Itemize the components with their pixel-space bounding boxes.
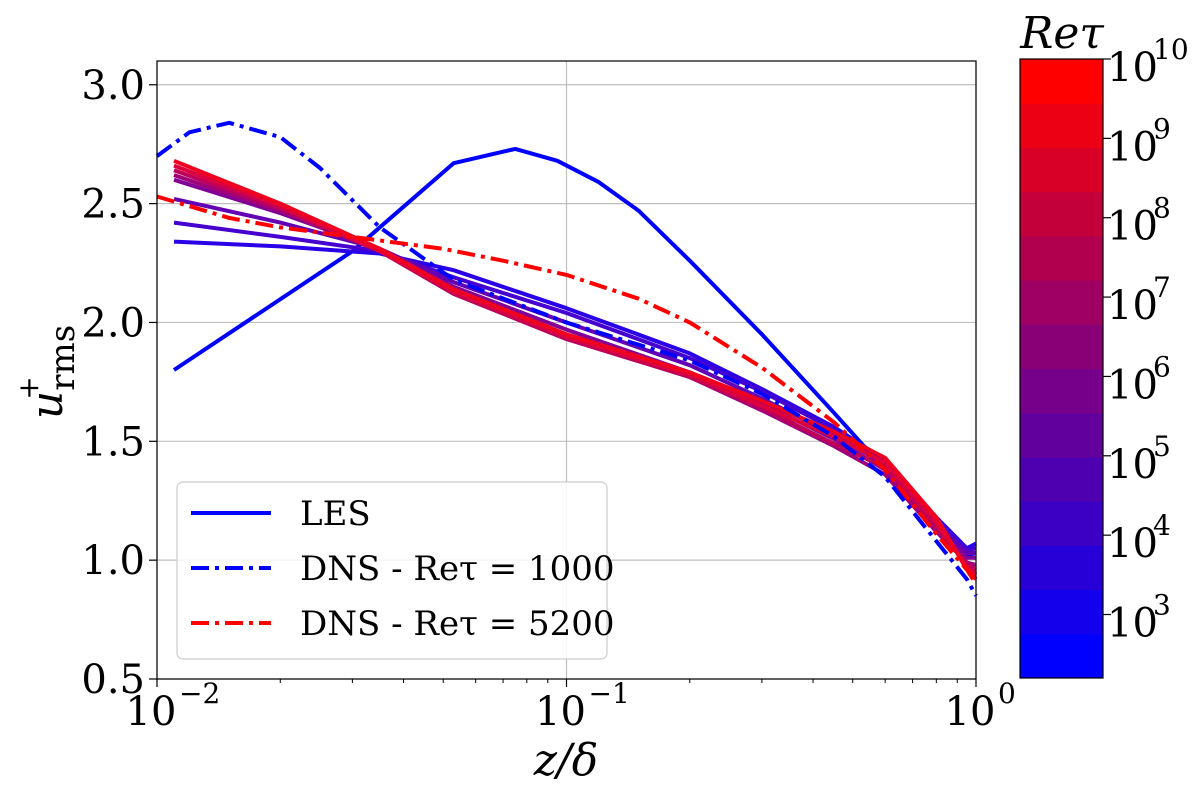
colorbar-tick-label: 103 bbox=[1107, 589, 1171, 647]
x-axis-label: z/δ bbox=[533, 735, 599, 786]
colorbar-tick-exp: 8 bbox=[1153, 192, 1171, 225]
colorbar-tick-exp: 9 bbox=[1153, 112, 1171, 145]
colorbar-tick-exp: 6 bbox=[1153, 350, 1171, 383]
colorbar-frame bbox=[1019, 58, 1104, 679]
colorbar-band bbox=[1020, 412, 1103, 458]
legend-label: DNS - Reτ = 5200 bbox=[300, 604, 615, 644]
colorbar-tick-exp: 5 bbox=[1153, 430, 1171, 463]
colorbar-tick-label: 104 bbox=[1107, 509, 1171, 567]
series-line-9 bbox=[173, 158, 978, 581]
colorbar-band bbox=[1020, 59, 1103, 104]
svg-text:urms: urms bbox=[22, 325, 83, 419]
colorbar-tick-label: 107 bbox=[1107, 271, 1171, 329]
colorbar-tick-base: 10 bbox=[1107, 362, 1158, 408]
colorbar-band bbox=[1020, 235, 1103, 281]
x-tick-label-base: 10 bbox=[535, 689, 586, 735]
colorbar-band bbox=[1020, 368, 1103, 414]
legend-box bbox=[176, 481, 608, 660]
colorbar-tick-base: 10 bbox=[1107, 442, 1158, 488]
legend-label: DNS - Reτ = 1000 bbox=[300, 549, 615, 589]
y-axis-label-sup: + bbox=[12, 376, 45, 399]
legend-label: LES bbox=[300, 494, 371, 534]
colorbar-band bbox=[1020, 545, 1103, 591]
colorbar-tick-base: 10 bbox=[1107, 45, 1158, 91]
colorbar-tick-base: 10 bbox=[1107, 283, 1158, 329]
y-tick-label: 2.0 bbox=[81, 300, 145, 346]
colorbar-tick-label: 105 bbox=[1107, 430, 1171, 488]
y-axis-label-sub: rms bbox=[43, 325, 83, 391]
y-tick-label: 2.5 bbox=[81, 182, 145, 228]
y-tick-label: 3.0 bbox=[81, 63, 145, 109]
colorbar-tick-base: 10 bbox=[1107, 521, 1158, 567]
colorbar-band bbox=[1020, 589, 1103, 635]
x-tick-label: 10 −1 bbox=[535, 677, 630, 735]
x-tick-label: 10 0 bbox=[945, 677, 1016, 735]
colorbar-band bbox=[1020, 280, 1103, 325]
colorbar-tick-exp: 4 bbox=[1153, 509, 1171, 542]
colorbar-band bbox=[1020, 501, 1103, 546]
x-tick-label-base: 10 bbox=[945, 689, 996, 735]
colorbar-band bbox=[1020, 103, 1103, 148]
series-line-10 bbox=[155, 120, 978, 597]
y-tick-label: 1.0 bbox=[81, 538, 145, 584]
colorbar-band bbox=[1020, 456, 1103, 502]
colorbar-band bbox=[1020, 324, 1103, 369]
colorbar-tick-exp: 10 bbox=[1153, 33, 1189, 66]
x-tick-label-exp: 0 bbox=[998, 677, 1016, 710]
colorbar-title: Reτ bbox=[1019, 8, 1104, 59]
y-axis-ticks: 0.5 1.0 1.5 2.0 2.5 3.0 bbox=[81, 63, 157, 703]
y-tick-label: 0.5 bbox=[81, 657, 145, 703]
colorbar-band bbox=[1020, 191, 1103, 237]
colorbar-tick-exp: 7 bbox=[1153, 271, 1171, 304]
y-tick-label: 1.5 bbox=[81, 419, 145, 465]
colorbar-band bbox=[1020, 147, 1103, 193]
series-group bbox=[155, 120, 978, 597]
x-tick-label-base: 10 bbox=[126, 689, 177, 735]
colorbar-tick-label: 106 bbox=[1107, 350, 1171, 408]
x-axis-ticks: 10 −2 10 −1 10 0 bbox=[126, 677, 1016, 735]
colorbar-tick-base: 10 bbox=[1107, 124, 1158, 170]
x-tick-label-exp: −1 bbox=[589, 677, 630, 710]
x-tick-label-exp: −2 bbox=[179, 677, 220, 710]
legend: LES DNS - Reτ = 1000 DNS - Reτ = 5200 bbox=[176, 481, 615, 660]
colorbar-tick-label: 109 bbox=[1107, 112, 1171, 170]
y-axis-label: urms + bbox=[12, 325, 83, 419]
colorbar-tick-base: 10 bbox=[1107, 204, 1158, 250]
y-axis-label-base: u bbox=[22, 391, 73, 419]
series-line-11 bbox=[156, 194, 978, 585]
colorbar-tick-label: 108 bbox=[1107, 192, 1171, 250]
x-tick-label: 10 −2 bbox=[126, 677, 221, 735]
colorbar-band bbox=[1020, 633, 1103, 679]
colorbar-tick-base: 10 bbox=[1107, 601, 1158, 647]
colorbar-tick-exp: 3 bbox=[1153, 589, 1171, 622]
